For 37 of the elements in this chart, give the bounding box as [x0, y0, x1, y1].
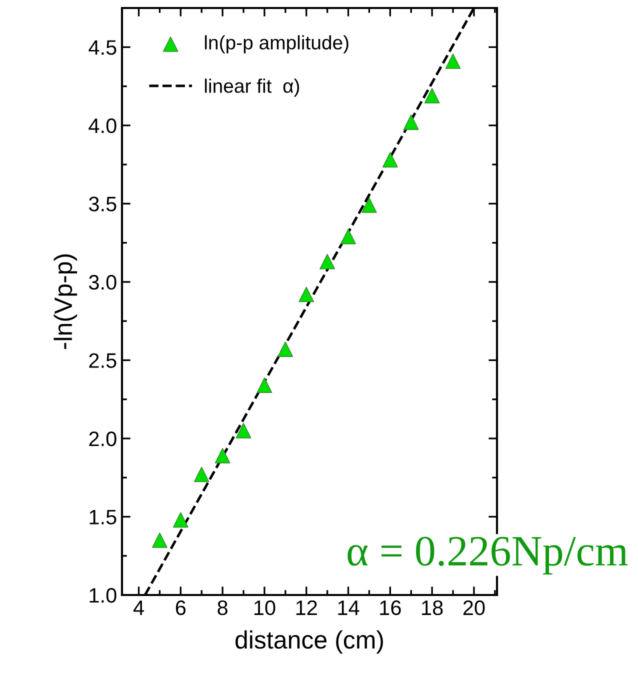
point	[256, 378, 272, 393]
legend-label: ln(p-p amplitude)	[204, 35, 348, 54]
x-tick-label: 4	[133, 600, 144, 615]
y-tick-label: 3.5	[88, 196, 116, 212]
point	[278, 342, 294, 357]
point	[214, 448, 230, 464]
point	[298, 286, 314, 302]
point	[172, 512, 188, 528]
x-tick-label: 12	[296, 600, 317, 615]
x-tick-label: 10	[254, 600, 276, 616]
y-tick-label: 1.5	[90, 510, 116, 524]
x-tick-label: 18	[422, 600, 443, 616]
point	[194, 466, 210, 482]
point	[236, 422, 252, 438]
x-axis-title: distance (cm)	[236, 630, 383, 654]
x-tick-label: 8	[218, 600, 228, 616]
y-tick-label: 2.0	[89, 431, 116, 446]
x-tick-label: 16	[380, 600, 401, 616]
y-tick-label: 1.0	[90, 588, 116, 603]
point	[320, 254, 336, 270]
point	[152, 532, 168, 548]
point	[445, 54, 461, 69]
legend-label: linear fit α)	[204, 78, 300, 97]
annotation: α = 0.226Np/cm	[348, 536, 628, 575]
point	[424, 88, 440, 104]
y-tick-label: 3.0	[88, 274, 116, 290]
x-tick-label: 6	[176, 600, 186, 616]
point	[403, 114, 419, 130]
x-tick-label: 14	[338, 600, 360, 615]
y-tick-label: 4.5	[88, 40, 116, 55]
y-tick-label: 4.0	[88, 118, 116, 134]
y-tick-label: 2.5	[89, 353, 116, 368]
point	[382, 152, 398, 168]
point	[362, 198, 377, 213]
x-tick-label: 20	[463, 600, 485, 616]
point	[340, 228, 356, 244]
y-axis-title: -ln(Vp-p)	[54, 254, 78, 350]
